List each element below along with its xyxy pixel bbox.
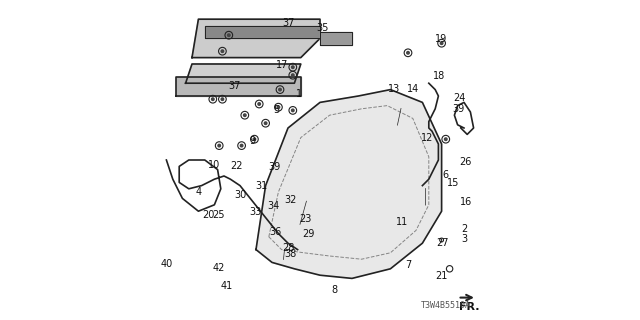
Text: 6: 6 [443,170,449,180]
Polygon shape [320,32,352,45]
Circle shape [279,88,282,91]
Text: 29: 29 [302,229,315,239]
Text: 33: 33 [249,207,262,217]
Polygon shape [205,26,320,38]
Text: 25: 25 [212,210,225,220]
Circle shape [221,50,224,52]
Circle shape [211,98,214,100]
Text: 39: 39 [452,104,465,115]
Text: 32: 32 [284,195,297,205]
Text: 40: 40 [161,259,173,269]
Text: 7: 7 [405,260,411,270]
Text: 26: 26 [460,156,472,167]
Text: 21: 21 [435,271,448,281]
Text: 22: 22 [230,161,243,172]
Circle shape [240,144,243,147]
Text: 30: 30 [234,189,247,200]
Text: 12: 12 [421,132,433,143]
Circle shape [292,109,294,112]
Text: 20: 20 [202,210,215,220]
Text: 36: 36 [269,227,282,237]
Circle shape [264,122,267,124]
Circle shape [228,34,230,36]
Circle shape [258,103,260,105]
Text: 35: 35 [316,23,329,33]
Text: T3W4B5510A: T3W4B5510A [420,301,470,310]
Circle shape [277,106,280,108]
Circle shape [292,66,294,68]
Text: 38: 38 [284,249,297,260]
Text: 15: 15 [447,178,459,188]
Text: 31: 31 [255,181,268,191]
Text: 18: 18 [433,71,445,81]
Text: 9: 9 [250,136,256,147]
Text: 16: 16 [460,197,473,207]
Circle shape [407,52,410,54]
Text: 4: 4 [195,187,202,197]
Text: 5: 5 [273,105,279,116]
Circle shape [218,144,220,147]
Text: 8: 8 [332,285,337,295]
Text: 11: 11 [396,217,408,228]
Text: 3: 3 [461,234,468,244]
Circle shape [445,138,447,140]
Circle shape [244,114,246,116]
Text: 23: 23 [300,214,312,224]
Text: 37: 37 [282,18,295,28]
Text: 14: 14 [407,84,420,94]
Polygon shape [186,64,301,83]
Text: 37: 37 [228,81,241,91]
Text: 28: 28 [282,243,295,253]
Text: 17: 17 [276,60,289,70]
Text: 13: 13 [388,84,401,94]
Text: 34: 34 [268,201,280,212]
Text: FR.: FR. [460,302,480,312]
Circle shape [292,74,294,76]
Text: 42: 42 [213,263,225,273]
Polygon shape [256,90,442,278]
Text: 27: 27 [436,237,449,248]
Text: 19: 19 [435,34,447,44]
Text: 2: 2 [461,224,468,234]
Text: 39: 39 [268,162,281,172]
Circle shape [253,138,255,140]
Text: 41: 41 [220,281,233,292]
Text: 10: 10 [207,160,220,170]
Text: 1: 1 [296,89,302,100]
Polygon shape [192,19,320,58]
Polygon shape [176,77,301,96]
Circle shape [221,98,224,100]
Circle shape [440,42,443,44]
Text: 24: 24 [453,92,465,103]
